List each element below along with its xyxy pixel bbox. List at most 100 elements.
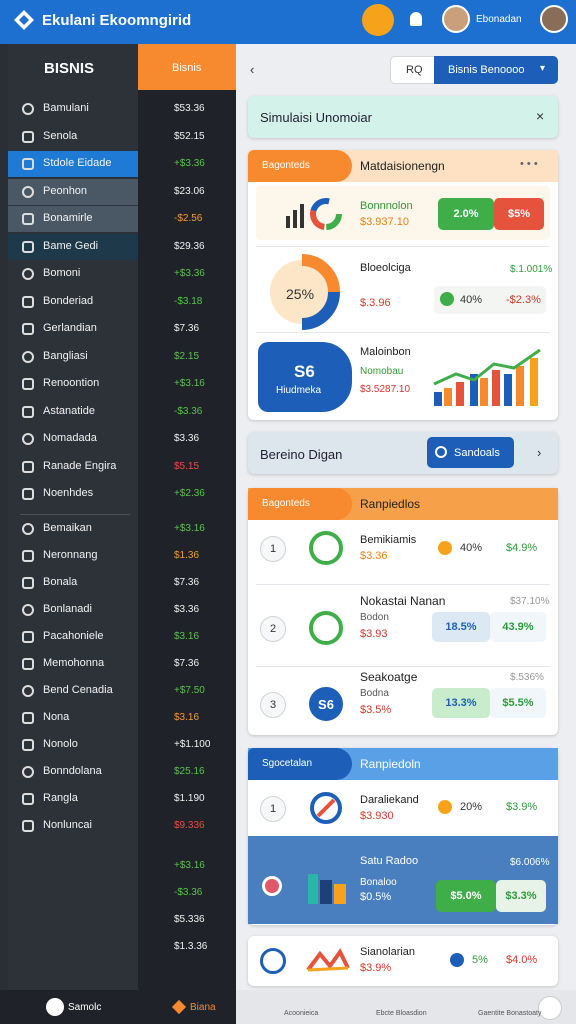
menu-label[interactable]: Bame Gedi [43, 239, 99, 252]
item-amount: $3.93 [360, 628, 388, 640]
menu-icon [22, 378, 34, 390]
item-amount: $3.937.10 [360, 216, 409, 228]
item-amount: $0.5% [360, 891, 392, 903]
user-name[interactable]: Ebonadan [476, 14, 522, 25]
menu-label[interactable]: Bonlanadi [43, 603, 92, 615]
menu-label[interactable]: Bamulani [43, 102, 89, 114]
menu-label[interactable]: Renoontion [43, 377, 100, 389]
item-name: Daraliekand [360, 794, 419, 806]
dropdown[interactable] [434, 56, 558, 84]
menu-icon [22, 295, 34, 308]
menu-label[interactable]: Nonolo [43, 738, 78, 750]
menu-value: +$2.36 [174, 488, 205, 499]
avatar-2[interactable] [540, 5, 568, 33]
tab-text: Bagonteds [262, 498, 310, 509]
item-amount: $3.5287.10 [360, 384, 411, 395]
row-highlight [8, 151, 138, 177]
menu-value: -$3.18 [174, 295, 203, 307]
pill: $5.5% [490, 688, 546, 718]
column-title: Bisnis [172, 62, 202, 74]
menu-label[interactable]: Stdole Eidade [43, 157, 112, 169]
badge-value: S6 [294, 362, 315, 381]
pill-light: $3.3% [496, 880, 546, 912]
menu-label[interactable]: Bonndolana [43, 765, 102, 777]
item-change: 40% [460, 542, 483, 554]
nav-label[interactable]: Ebcte Bloasdion [376, 1010, 427, 1017]
menu-icon [22, 213, 34, 225]
menu-label[interactable]: Bonderiad [43, 294, 94, 307]
menu-label[interactable]: Nona [43, 711, 70, 723]
menu-icon [22, 712, 34, 724]
button-text[interactable]: Sandoals [454, 447, 500, 459]
row-index: 1 [260, 536, 286, 562]
menu-label[interactable]: Nomadada [43, 432, 97, 444]
item-name: Bonnnolon [360, 200, 413, 212]
notification-button[interactable] [362, 4, 394, 36]
menu-value: -$3.36 [174, 887, 203, 898]
menu-label[interactable]: Gerlandian [43, 322, 97, 334]
nav-label[interactable]: Acoonieica [284, 1010, 319, 1017]
item-top: $6.006% [510, 857, 550, 868]
menu-icon [22, 550, 34, 562]
menu-label[interactable]: Rangla [43, 792, 78, 804]
close-button[interactable]: × [536, 108, 545, 124]
menu-label[interactable]: Bemaikan [43, 522, 92, 534]
item-name: Nokastai Nanan [360, 594, 446, 608]
menu-value: $3.16 [174, 631, 200, 642]
back-button[interactable]: ‹ [250, 62, 255, 77]
product-icon [306, 948, 350, 972]
menu-dots[interactable]: • • • [520, 158, 538, 170]
menu-value: +$3.16 [174, 860, 205, 871]
row-icon [262, 876, 282, 896]
menu-icon [22, 523, 34, 535]
item-loss: -$2.3% [506, 294, 541, 306]
menu-label[interactable]: Bomoni [43, 267, 81, 279]
menu-label[interactable]: Ranade Engira [43, 459, 117, 472]
menu-label[interactable]: Pacahoniele [43, 630, 104, 642]
menu-label[interactable]: Bangliasi [43, 349, 88, 362]
menu-value: $52.15 [174, 130, 205, 142]
menu-label[interactable]: Bonamirle [43, 212, 93, 224]
menu-label[interactable]: Nonluncai [43, 819, 92, 831]
item-value: $4.9% [506, 542, 538, 554]
menu-label[interactable]: Peonhon [43, 184, 88, 197]
item-value: $4.0% [506, 954, 538, 966]
nav-icon[interactable] [46, 998, 64, 1016]
menu-label[interactable]: Bonala [43, 576, 78, 588]
menu-label[interactable]: Astanatide [43, 404, 95, 417]
menu-value: $9.336 [174, 820, 205, 831]
row-index: 3 [260, 692, 286, 718]
item-top: $.1.001% [510, 264, 553, 275]
row-icon [260, 948, 286, 974]
menu-icon [22, 793, 34, 805]
nav-label[interactable]: Gaentite Bonastoaty [478, 1010, 542, 1017]
menu-label[interactable]: Neronnang [43, 549, 98, 561]
menu-label[interactable]: Memohonna [43, 657, 105, 669]
button-icon[interactable] [435, 446, 447, 458]
menu-label[interactable]: Bend Cenadia [43, 684, 113, 696]
menu-value: $2.15 [174, 350, 200, 362]
menu-icon [22, 460, 34, 473]
dropdown-text[interactable]: Bisnis Benoooo [448, 64, 525, 76]
avatar[interactable] [442, 5, 470, 33]
alert-icon[interactable] [410, 12, 422, 26]
scroll-button[interactable] [538, 996, 562, 1020]
bottom-nav-right [236, 990, 576, 1024]
value-column [138, 44, 236, 990]
dropdown-arrow[interactable]: ▾ [540, 63, 546, 74]
menu-label[interactable]: Noenhdes [43, 487, 94, 499]
next-arrow[interactable]: › [537, 445, 542, 460]
bar-chart [433, 348, 541, 406]
row-highlight [8, 233, 138, 260]
menu-value: +$3.16 [174, 378, 205, 389]
nav-label[interactable]: Biana [190, 1002, 216, 1013]
search-text[interactable]: RQ [406, 64, 423, 76]
menu-icon [22, 350, 34, 363]
nav-label[interactable]: Samolc [68, 1002, 102, 1013]
menu-label[interactable]: Senola [43, 129, 78, 142]
menu-value: $7.36 [174, 577, 200, 588]
item-name: Bloeolciga [360, 262, 411, 274]
menu-icon [22, 405, 34, 418]
donut [270, 254, 340, 330]
menu-value: $1.36 [174, 550, 200, 561]
